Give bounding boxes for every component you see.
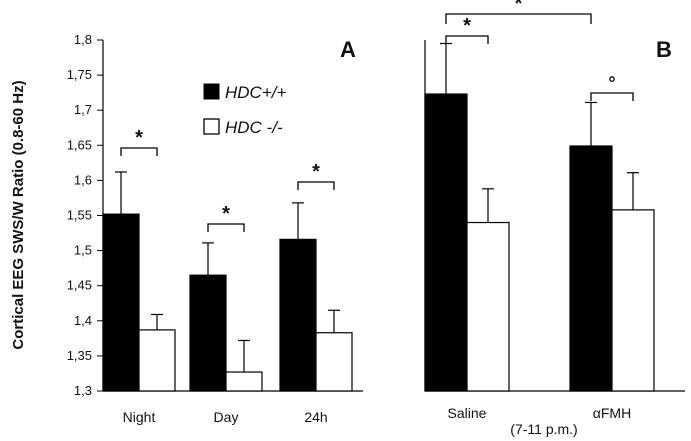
sig-afmh-bracket	[590, 92, 634, 101]
y-axis-label: Cortical EEG SWS/W Ratio (0.8-60 Hz)	[10, 80, 27, 349]
y-tick-label: 1,55	[67, 208, 92, 223]
y-tick-label: 1,8	[74, 32, 92, 47]
y-tick-label: 1,6	[74, 172, 92, 187]
bar-b-1-0	[569, 145, 613, 392]
bar-a-1-1	[225, 371, 263, 392]
legend-swatch-hdc-ko	[203, 118, 220, 135]
legend-label-hdc-ko: HDC -/-	[225, 118, 283, 137]
sig-saline-vs-afmh-bracket	[445, 13, 592, 24]
x-category-label: Saline	[448, 405, 487, 421]
x-category-label: αFMH	[593, 405, 631, 421]
y-tick-label: 1,45	[67, 278, 92, 293]
bars-layer	[102, 42, 655, 392]
panel-a-label: A	[340, 37, 356, 62]
panel-b-label: B	[656, 37, 672, 62]
category-sublabel: (7-11 p.m.)	[510, 421, 577, 437]
y-tick-label: 1,75	[67, 67, 92, 82]
y-tick-label: 1,35	[67, 348, 92, 363]
sig-saline-bracket	[445, 35, 489, 44]
bar-a-1-0	[189, 274, 227, 392]
sig-afmh-marker: °	[608, 73, 615, 93]
bar-a-2-1	[315, 332, 353, 392]
text-layer: Cortical EEG SWS/W Ratio (0.8-60 Hz) A B…	[10, 0, 672, 437]
sig-day-bracket	[207, 223, 245, 232]
sig-saline-marker: *	[463, 15, 471, 37]
bar-a-0-0	[102, 213, 140, 392]
y-tick-label: 1,65	[67, 137, 92, 152]
sig-24h-bracket	[297, 181, 335, 190]
y-tick-label: 1,3	[74, 383, 92, 398]
bar-a-0-1	[138, 329, 176, 392]
bar-b-0-1	[466, 221, 510, 392]
y-tick-label: 1,5	[74, 243, 92, 258]
y-tick-label: 1,4	[74, 313, 92, 328]
legend-swatch-hdc-wt	[203, 83, 220, 100]
sig-night-bracket	[120, 147, 158, 156]
x-category-label: 24h	[304, 409, 327, 425]
bar-b-1-1	[611, 209, 655, 392]
bar-b-0-0	[424, 93, 468, 392]
x-category-label: Night	[123, 409, 156, 425]
x-category-label: Day	[214, 409, 239, 425]
sig-day-marker: *	[222, 203, 230, 225]
y-tick-label: 1,7	[74, 102, 92, 117]
sig-24h-marker: *	[312, 161, 320, 183]
sig-saline-vs-afmh-marker: *	[515, 0, 523, 15]
legend-label-hdc-wt: HDC+/+	[225, 83, 286, 102]
sig-night-marker: *	[135, 127, 143, 149]
bar-a-2-0	[279, 238, 317, 392]
